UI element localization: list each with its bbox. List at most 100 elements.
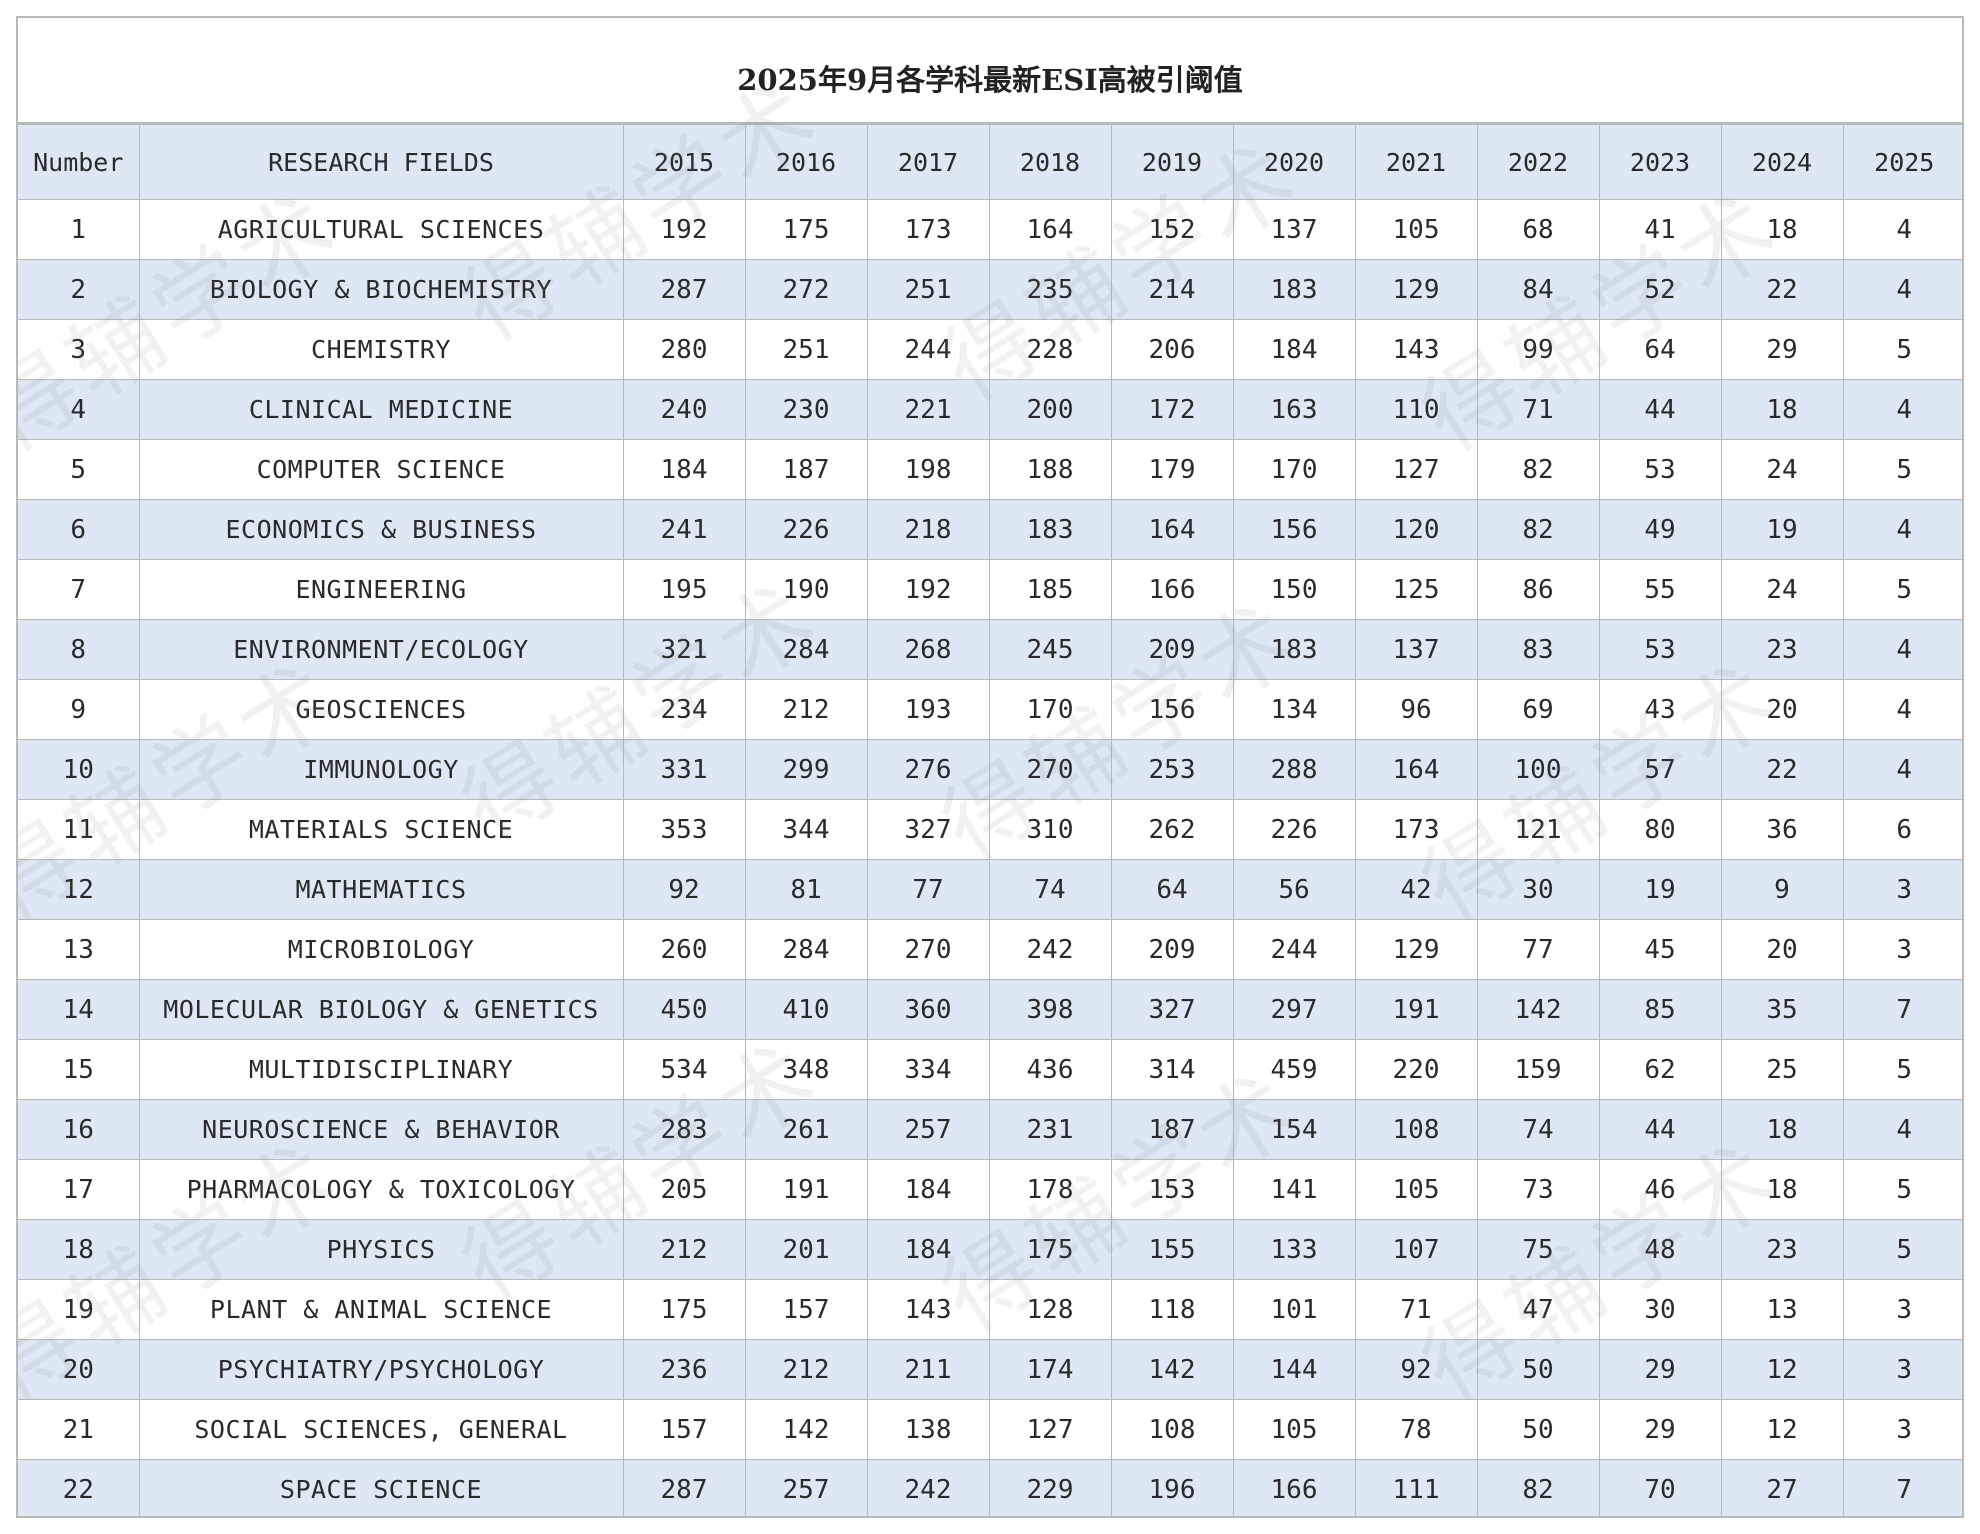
- research-field-cell: ENGINEERING: [138, 559, 624, 620]
- column-header-year-2021: 2021: [1354, 124, 1478, 200]
- table-row: 20 PSYCHIATRY/PSYCHOLOGY 236 212 211 174 142 14…: [18, 1339, 1962, 1400]
- row-number-cell: 21: [18, 1399, 140, 1460]
- threshold-value-cell: 236: [622, 1339, 746, 1400]
- threshold-value-cell: 100: [1476, 739, 1600, 800]
- threshold-value-cell: 459: [1232, 1039, 1356, 1100]
- row-number-cell: 15: [18, 1039, 140, 1100]
- threshold-value-cell: 153: [1110, 1159, 1234, 1220]
- threshold-value-cell: 141: [1232, 1159, 1356, 1220]
- threshold-value-cell: 12: [1720, 1399, 1844, 1460]
- threshold-value-cell: 150: [1232, 559, 1356, 620]
- threshold-value-cell: 228: [988, 319, 1112, 380]
- threshold-value-cell: 75: [1476, 1219, 1600, 1280]
- threshold-value-cell: 56: [1232, 859, 1356, 920]
- threshold-value-cell: 18: [1720, 1159, 1844, 1220]
- row-number-cell: 22: [18, 1459, 140, 1516]
- table-row: 10 IMMUNOLOGY 331 299 276 270 253 288 164 100 57 22…: [18, 739, 1962, 800]
- table-row: 18 PHYSICS 212 201 184 175 155 133 107 75 48 23 5: [18, 1219, 1962, 1280]
- threshold-value-cell: 257: [866, 1099, 990, 1160]
- research-field-cell: SOCIAL SCIENCES, GENERAL: [138, 1399, 624, 1460]
- threshold-value-cell: 183: [988, 499, 1112, 560]
- threshold-value-cell: 268: [866, 619, 990, 680]
- threshold-value-cell: 260: [622, 919, 746, 980]
- threshold-value-cell: 142: [1476, 979, 1600, 1040]
- row-number-cell: 6: [18, 499, 140, 560]
- threshold-value-cell: 7: [1842, 979, 1962, 1040]
- column-header-year-2020: 2020: [1232, 124, 1356, 200]
- threshold-value-cell: 211: [866, 1339, 990, 1400]
- threshold-value-cell: 321: [622, 619, 746, 680]
- research-field-cell: PHYSICS: [138, 1219, 624, 1280]
- threshold-value-cell: 235: [988, 259, 1112, 320]
- threshold-value-cell: 74: [1476, 1099, 1600, 1160]
- threshold-value-cell: 24: [1720, 559, 1844, 620]
- research-field-cell: NEUROSCIENCE & BEHAVIOR: [138, 1099, 624, 1160]
- threshold-value-cell: 120: [1354, 499, 1478, 560]
- threshold-value-cell: 241: [622, 499, 746, 560]
- threshold-value-cell: 198: [866, 439, 990, 500]
- threshold-value-cell: 226: [744, 499, 868, 560]
- threshold-value-cell: 4: [1842, 619, 1962, 680]
- threshold-value-cell: 92: [622, 859, 746, 920]
- threshold-value-cell: 129: [1354, 919, 1478, 980]
- threshold-value-cell: 170: [1232, 439, 1356, 500]
- threshold-value-cell: 64: [1110, 859, 1234, 920]
- threshold-value-cell: 45: [1598, 919, 1722, 980]
- threshold-value-cell: 534: [622, 1039, 746, 1100]
- threshold-value-cell: 157: [744, 1279, 868, 1340]
- row-number-cell: 20: [18, 1339, 140, 1400]
- threshold-value-cell: 82: [1476, 1459, 1600, 1516]
- table-row: 8 ENVIRONMENT/ECOLOGY 321 284 268 245 209 183 13…: [18, 619, 1962, 680]
- threshold-value-cell: 251: [866, 259, 990, 320]
- table-row: 15 MULTIDISCIPLINARY 534 348 334 436 314 459 220…: [18, 1039, 1962, 1100]
- threshold-table-document: 2025年9月各学科最新ESI高被引阈值 Number RESEARCH FIEL…: [16, 16, 1964, 1518]
- threshold-value-cell: 193: [866, 679, 990, 740]
- threshold-value-cell: 121: [1476, 799, 1600, 860]
- row-number-cell: 4: [18, 379, 140, 440]
- threshold-value-cell: 143: [1354, 319, 1478, 380]
- threshold-value-cell: 398: [988, 979, 1112, 1040]
- threshold-value-cell: 196: [1110, 1459, 1234, 1516]
- threshold-value-cell: 41: [1598, 199, 1722, 260]
- threshold-value-cell: 164: [1354, 739, 1478, 800]
- threshold-value-cell: 81: [744, 859, 868, 920]
- threshold-value-cell: 234: [622, 679, 746, 740]
- threshold-value-cell: 152: [1110, 199, 1234, 260]
- threshold-value-cell: 3: [1842, 1279, 1962, 1340]
- threshold-value-cell: 251: [744, 319, 868, 380]
- threshold-value-cell: 27: [1720, 1459, 1844, 1516]
- threshold-value-cell: 111: [1354, 1459, 1478, 1516]
- threshold-value-cell: 231: [988, 1099, 1112, 1160]
- threshold-value-cell: 23: [1720, 619, 1844, 680]
- threshold-value-cell: 25: [1720, 1039, 1844, 1100]
- threshold-value-cell: 3: [1842, 1399, 1962, 1460]
- threshold-value-cell: 142: [744, 1399, 868, 1460]
- threshold-value-cell: 77: [866, 859, 990, 920]
- table-row: 9 GEOSCIENCES 234 212 193 170 156 134 96 69 43 20 4: [18, 679, 1962, 740]
- threshold-value-cell: 13: [1720, 1279, 1844, 1340]
- threshold-value-cell: 284: [744, 919, 868, 980]
- threshold-value-cell: 183: [1232, 619, 1356, 680]
- threshold-value-cell: 92: [1354, 1339, 1478, 1400]
- research-field-cell: ENVIRONMENT/ECOLOGY: [138, 619, 624, 680]
- threshold-value-cell: 270: [988, 739, 1112, 800]
- table-row: 19 PLANT & ANIMAL SCIENCE 175 157 143 128 118 1…: [18, 1279, 1962, 1340]
- threshold-value-cell: 69: [1476, 679, 1600, 740]
- row-number-cell: 1: [18, 199, 140, 260]
- threshold-value-cell: 209: [1110, 619, 1234, 680]
- threshold-value-cell: 85: [1598, 979, 1722, 1040]
- research-field-cell: MICROBIOLOGY: [138, 919, 624, 980]
- threshold-value-cell: 82: [1476, 499, 1600, 560]
- threshold-value-cell: 137: [1232, 199, 1356, 260]
- threshold-value-cell: 55: [1598, 559, 1722, 620]
- threshold-value-cell: 96: [1354, 679, 1478, 740]
- threshold-value-cell: 78: [1354, 1399, 1478, 1460]
- threshold-value-cell: 191: [744, 1159, 868, 1220]
- table-row: 4 CLINICAL MEDICINE 240 230 221 200 172 163 110 7…: [18, 379, 1962, 440]
- threshold-value-cell: 105: [1354, 199, 1478, 260]
- threshold-value-cell: 20: [1720, 679, 1844, 740]
- threshold-value-cell: 156: [1232, 499, 1356, 560]
- threshold-value-cell: 220: [1354, 1039, 1478, 1100]
- threshold-value-cell: 436: [988, 1039, 1112, 1100]
- column-header-year-2017: 2017: [866, 124, 990, 200]
